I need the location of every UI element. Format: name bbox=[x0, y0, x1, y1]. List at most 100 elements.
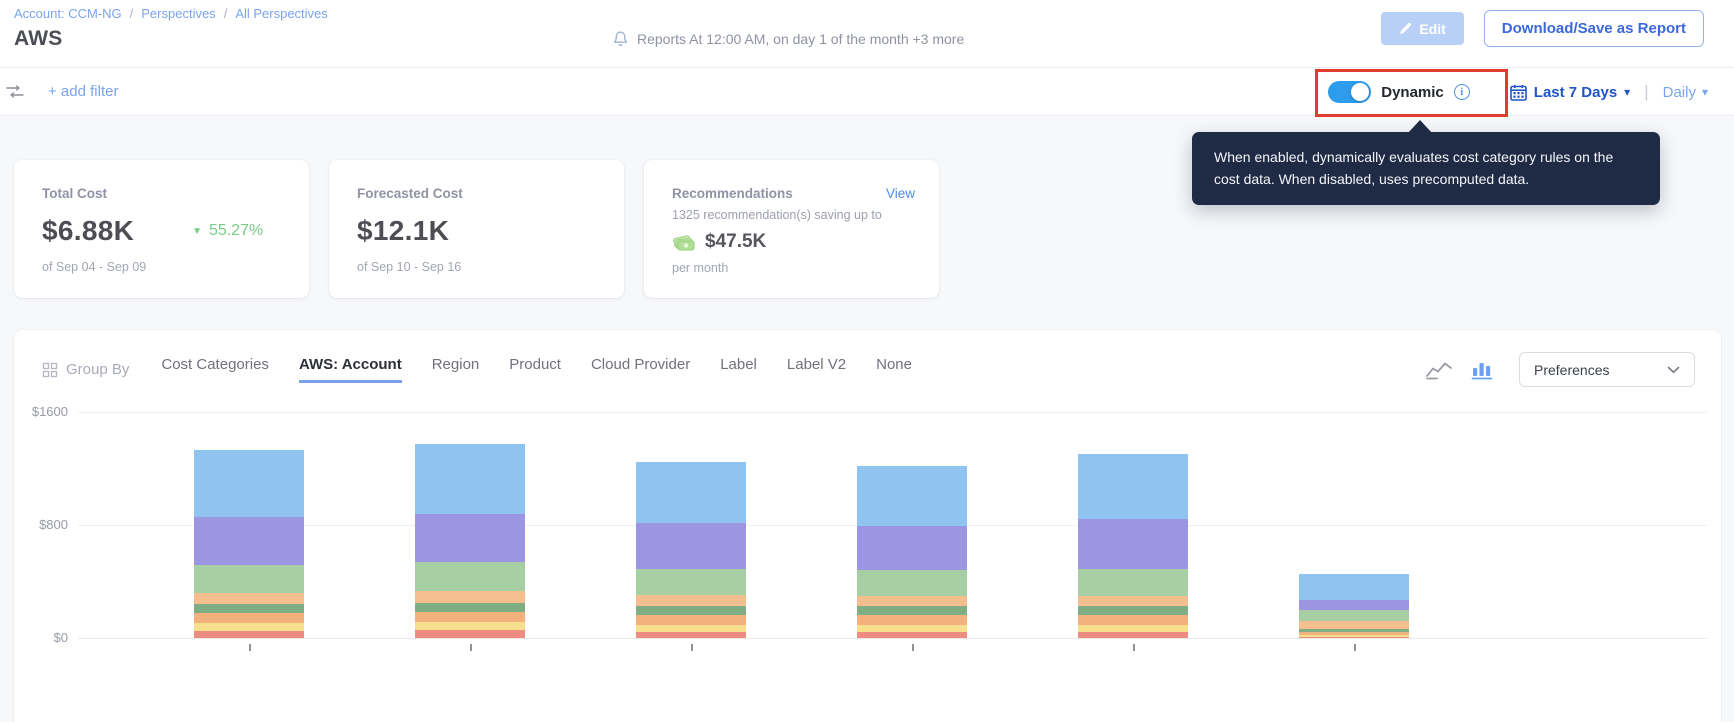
date-range-selector[interactable]: Last 7 Days ▾ bbox=[1509, 84, 1631, 101]
tab-label-v2[interactable]: Label V2 bbox=[786, 356, 847, 373]
reports-schedule[interactable]: Reports At 12:00 AM, on day 1 of the mon… bbox=[612, 30, 964, 48]
bar-segment-segment-orange bbox=[857, 595, 967, 607]
bar-segment-segment-blue bbox=[194, 450, 304, 517]
breadcrumb-link-perspectives[interactable]: Perspectives bbox=[141, 6, 216, 21]
breadcrumb-link-account[interactable]: Account: CCM-NG bbox=[14, 6, 122, 21]
bar-4[interactable] bbox=[857, 466, 967, 638]
bar-segment-segment-purple bbox=[194, 516, 304, 565]
toggle-knob bbox=[1351, 83, 1370, 101]
bar-segment-segment-orange bbox=[1078, 595, 1188, 607]
bar-segment-segment-orange-2 bbox=[636, 614, 746, 625]
bar-segment-segment-orange-2 bbox=[1078, 614, 1188, 625]
group-by-label-wrap: Group By bbox=[42, 361, 129, 378]
bar-1[interactable] bbox=[194, 450, 304, 638]
bar-segment-segment-red bbox=[1078, 631, 1188, 638]
filter-bar: + add filter Dynamic i Last 7 Days ▾ bbox=[0, 68, 1734, 117]
bar-segment-segment-blue bbox=[1299, 574, 1409, 600]
breadcrumb: Account: CCM-NG / Perspectives / All Per… bbox=[14, 6, 328, 21]
bar-5[interactable] bbox=[1078, 453, 1188, 638]
bar-segment-segment-red bbox=[636, 631, 746, 638]
dynamic-label: Dynamic bbox=[1381, 83, 1444, 101]
card-label: Forecasted Cost bbox=[357, 186, 463, 201]
gridline-0 bbox=[78, 638, 1707, 639]
bar-segment-segment-purple bbox=[636, 522, 746, 569]
savings-suffix: per month bbox=[672, 261, 729, 275]
total-cost-value: $6.88K bbox=[42, 215, 135, 246]
forecasted-cost-value: $12.1K bbox=[357, 215, 450, 246]
tab-none[interactable]: None bbox=[876, 356, 912, 373]
tab-aws-account[interactable]: AWS: Account bbox=[298, 356, 402, 383]
breadcrumb-link-all-perspectives[interactable]: All Perspectives bbox=[235, 6, 328, 21]
bar-segment-segment-orange bbox=[194, 592, 304, 605]
chart-type-bar-icon[interactable] bbox=[1471, 360, 1493, 380]
bar-2[interactable] bbox=[415, 443, 525, 638]
group-by-bar: Group By Cost Categories AWS: Account Regi… bbox=[14, 330, 1721, 387]
bar-segment-segment-teal bbox=[194, 604, 304, 614]
bar-segment-segment-teal bbox=[636, 606, 746, 615]
chart-type-line-icon[interactable] bbox=[1425, 360, 1453, 380]
bar-segment-segment-blue bbox=[636, 462, 746, 523]
bar-segment-segment-orange bbox=[1299, 621, 1409, 629]
download-save-report-button[interactable]: Download/Save as Report bbox=[1483, 10, 1704, 47]
y-axis-label: $800 bbox=[39, 517, 68, 532]
trend-value: 55.27% bbox=[209, 222, 264, 239]
bar-segment-segment-purple bbox=[415, 513, 525, 563]
tab-product[interactable]: Product bbox=[509, 356, 561, 373]
bar-segment-segment-purple bbox=[1078, 518, 1188, 570]
bar-segment-segment-yellow bbox=[1078, 624, 1188, 632]
bar-segment-segment-green bbox=[194, 564, 304, 593]
tooltip-text: When enabled, dynamically evaluates cost… bbox=[1214, 149, 1614, 187]
bar-segment-segment-purple bbox=[1299, 599, 1409, 611]
edit-button[interactable]: Edit bbox=[1381, 12, 1464, 45]
bar-6[interactable] bbox=[1299, 574, 1409, 638]
bar-segment-segment-blue bbox=[857, 466, 967, 526]
dynamic-tooltip: When enabled, dynamically evaluates cost… bbox=[1192, 119, 1660, 206]
view-recommendations-link[interactable]: View bbox=[885, 186, 915, 201]
bell-icon bbox=[613, 31, 628, 47]
summary-cards: Total Cost $6.88K ▼ 55.27% of Sep 04 - S… bbox=[14, 160, 939, 298]
recommendations-subtitle: 1325 recommendation(s) saving up to bbox=[672, 208, 882, 222]
bar-segment-segment-teal bbox=[1299, 628, 1409, 633]
trend-badge: ▼ 55.27% bbox=[192, 222, 263, 240]
bar-segment-segment-green bbox=[636, 568, 746, 595]
bar-segment-segment-orange-2 bbox=[857, 614, 967, 625]
bar-segment-segment-blue bbox=[1078, 453, 1188, 519]
tab-cost-categories[interactable]: Cost Categories bbox=[161, 356, 269, 373]
preferences-label: Preferences bbox=[1534, 361, 1610, 378]
bar-segment-segment-orange-2 bbox=[1299, 632, 1409, 636]
bar-3[interactable] bbox=[636, 462, 746, 638]
x-axis-tick bbox=[249, 644, 251, 651]
stacked-bar-chart: $1600 $800 $0 bbox=[14, 330, 1721, 722]
tab-region[interactable]: Region bbox=[431, 356, 480, 373]
bar-segment-segment-green bbox=[415, 562, 525, 591]
bar-segment-segment-teal bbox=[415, 602, 525, 612]
breadcrumb-separator: / bbox=[223, 6, 228, 21]
granularity-label: Daily bbox=[1662, 83, 1696, 101]
calendar-icon bbox=[1509, 84, 1527, 101]
chevron-down-icon bbox=[1667, 366, 1680, 373]
dynamic-toggle[interactable] bbox=[1328, 81, 1372, 103]
bar-segment-segment-orange bbox=[415, 590, 525, 603]
caret-down-icon: ▾ bbox=[1624, 85, 1631, 99]
recommendations-card: Recommendations View 1325 recommendation… bbox=[644, 160, 939, 298]
pencil-icon bbox=[1400, 22, 1412, 34]
bar-segment-segment-teal bbox=[857, 606, 967, 615]
add-filter-button[interactable]: + add filter bbox=[48, 83, 119, 100]
forecasted-cost-card: Forecasted Cost $12.1K of Sep 10 - Sep 1… bbox=[329, 160, 624, 298]
card-label: Total Cost bbox=[42, 186, 107, 201]
card-label: Recommendations bbox=[672, 186, 793, 201]
preferences-dropdown[interactable]: Preferences bbox=[1519, 352, 1695, 387]
tab-label[interactable]: Label bbox=[720, 356, 757, 373]
bar-segment-segment-blue bbox=[415, 443, 525, 514]
filter-sliders-icon[interactable] bbox=[4, 83, 26, 101]
y-axis-label: $1600 bbox=[31, 404, 68, 419]
info-icon[interactable]: i bbox=[1453, 84, 1470, 100]
page-title: AWS bbox=[14, 27, 63, 50]
x-axis-tick bbox=[1133, 644, 1135, 651]
granularity-selector[interactable]: Daily ▾ bbox=[1663, 84, 1708, 101]
reports-schedule-text: Reports At 12:00 AM, on day 1 of the mon… bbox=[637, 31, 965, 47]
perspective-chart-panel: Group By Cost Categories AWS: Account Regi… bbox=[14, 330, 1721, 722]
edit-button-label: Edit bbox=[1419, 20, 1446, 37]
tab-cloud-provider[interactable]: Cloud Provider bbox=[590, 356, 691, 373]
bar-segment-segment-yellow bbox=[415, 622, 525, 631]
